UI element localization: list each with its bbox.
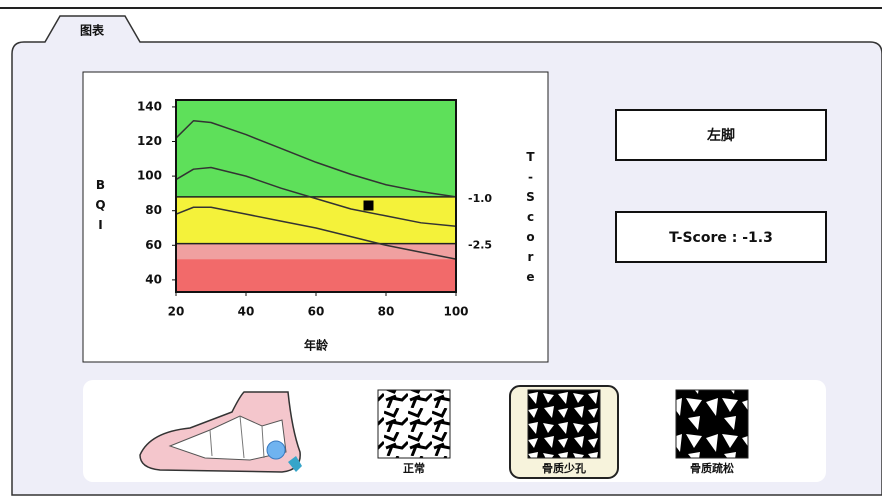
y-tick-label: 80 [145, 203, 162, 217]
patient-marker [364, 201, 374, 211]
bone-image[interactable] [378, 390, 450, 458]
y-tick-label: 100 [137, 169, 162, 183]
x-axis-label: 年龄 [304, 338, 329, 353]
image-label: 骨质疏松 [690, 461, 734, 475]
y-axis-label: BQI [94, 178, 108, 238]
x-tick-label: 100 [443, 305, 468, 319]
t-score-label: T-Score : -1.3 [669, 230, 773, 246]
x-tick-label: 40 [238, 305, 255, 319]
x-tick-label: 80 [378, 305, 395, 319]
y-tick-label: 120 [137, 134, 162, 148]
threshold-label: -1.0 [468, 192, 492, 205]
image-label: 正常 [403, 461, 425, 475]
y-tick-label: 40 [145, 272, 162, 286]
side-label: 左脚 [706, 127, 735, 144]
bone-image[interactable] [528, 390, 600, 458]
band [176, 259, 456, 292]
page: 图表 -1.0 -2.5 40 60 80 100 120 140 20 40 60 80 100 年龄 B… [0, 0, 882, 497]
bone-image[interactable] [676, 390, 748, 458]
y2-axis-label: T-Score [524, 150, 538, 290]
band [176, 100, 456, 197]
screen: 图表 -1.0 -2.5 40 60 80 100 120 140 20 40 60 80 100 年龄 B… [0, 0, 882, 497]
y-tick-label: 140 [137, 99, 162, 113]
x-tick-label: 60 [308, 305, 325, 319]
threshold-label: -2.5 [468, 239, 492, 252]
x-tick-label: 20 [168, 305, 185, 319]
image-label: 骨质少孔 [542, 461, 586, 475]
y-tick-label: 60 [145, 238, 162, 252]
tab-label[interactable]: 图表 [80, 23, 105, 38]
band [176, 197, 456, 244]
